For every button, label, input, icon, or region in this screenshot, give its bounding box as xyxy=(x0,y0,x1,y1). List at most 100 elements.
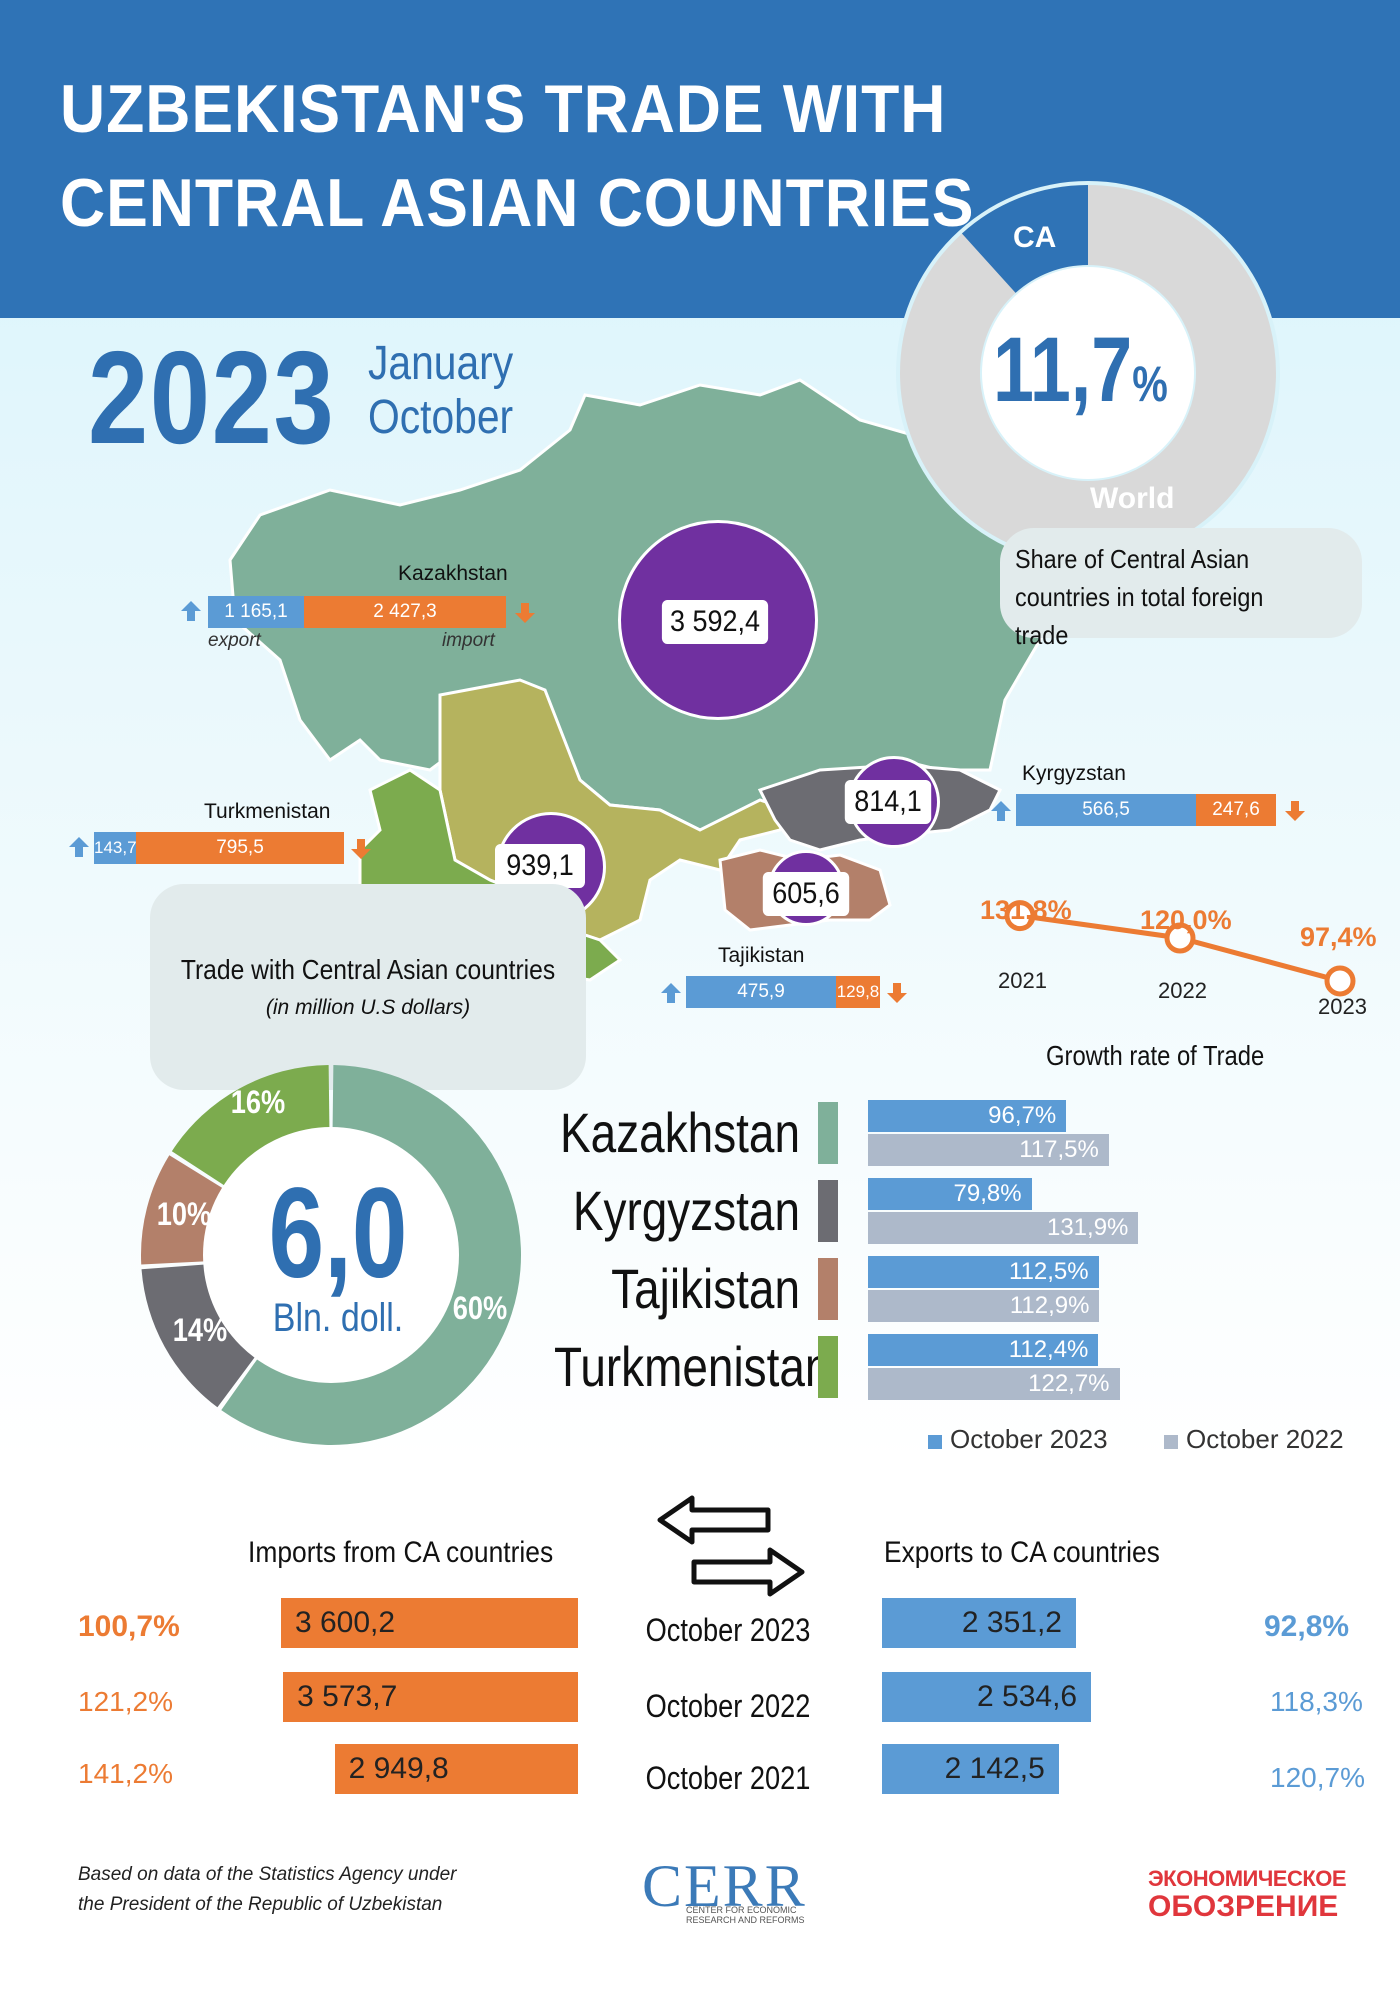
period-label-2022: October 2022 xyxy=(645,1688,811,1724)
exports-growth-2021: 120,7% xyxy=(1270,1762,1365,1793)
donut-label-kyrgyzstan: 14% xyxy=(172,1312,228,1348)
imports-growth-2021: 141,2% xyxy=(78,1758,173,1789)
growth-bar-tajikistan-2022: 112,9% xyxy=(868,1290,1100,1322)
growth-bar-turkmenistan-2022: 122,7% xyxy=(868,1368,1120,1400)
tj-country-label: Tajikistan xyxy=(718,944,805,967)
share-donut xyxy=(896,181,1280,565)
legend-swatch-2023 xyxy=(928,1435,942,1449)
kz-total-label: 3 592,4 xyxy=(661,600,769,644)
tm-country-label: Turkmenistan xyxy=(204,800,331,823)
growth-swatch-kyrgyzstan xyxy=(818,1180,838,1242)
exchange-arrows-icon xyxy=(657,1495,805,1597)
structure-donut-center xyxy=(203,1127,459,1383)
kg-country-label: Kyrgyzstan xyxy=(1022,762,1126,785)
kg-import-bar: 247,6 xyxy=(1196,794,1276,826)
growth-cat-kazakhstan: Kazakhstan xyxy=(560,1101,800,1164)
review-logo-line2: ОБОЗРЕНИЕ xyxy=(1148,1890,1339,1923)
imports-title: Imports from CA countries xyxy=(248,1536,554,1569)
exports-growth-2022: 118,3% xyxy=(1270,1686,1363,1717)
growth-bar-kazakhstan-2022: 117,5% xyxy=(868,1134,1109,1166)
cerr-logo-sub1: CENTER FOR ECONOMIC xyxy=(686,1905,797,1915)
period-label-2023: October 2023 xyxy=(645,1612,811,1648)
tj-import-bar: 129,8 xyxy=(836,976,880,1008)
period-start: January xyxy=(368,337,514,390)
kg-export-bar: 566,5 xyxy=(1016,794,1196,826)
trend-label-2021: 131,8% xyxy=(980,895,1072,925)
legend-label-2022: October 2022 xyxy=(1186,1424,1344,1454)
donut-label-kazakhstan: 60% xyxy=(452,1290,508,1326)
growth-cat-tajikistan: Tajikistan xyxy=(611,1257,800,1320)
growth-bar-tajikistan-2023: 112,5% xyxy=(868,1256,1099,1288)
year-label: 2023 xyxy=(88,324,336,471)
tj-total-label: 605,6 xyxy=(762,872,850,916)
growth-swatch-turkmenistan xyxy=(818,1336,838,1398)
cerr-logo-sub2: RESEARCH AND REFORMS xyxy=(686,1915,805,1925)
map-callout-subtitle: (in million U.S dollars) xyxy=(265,996,471,1019)
kz-import-arrow-icon xyxy=(515,603,535,623)
source-note-line2: the President of the Republic of Uzbekis… xyxy=(78,1894,443,1915)
donut-label-turkmenistan: 16% xyxy=(230,1084,286,1120)
trend-line-chart xyxy=(1004,900,1356,997)
imports-bar-2021: 2 949,8 xyxy=(334,1744,578,1794)
kz-export-arrow-icon xyxy=(181,601,201,621)
period-label-2021: October 2021 xyxy=(645,1760,811,1796)
tm-import-arrow-icon xyxy=(351,839,371,859)
tm-import-bar: 795,5 xyxy=(136,832,344,864)
review-logo-line1: ЭКОНОМИЧЕСКОЕ xyxy=(1148,1866,1347,1891)
share-ca-label: CA xyxy=(1013,221,1057,254)
imports-growth-2023: 100,7% xyxy=(78,1610,180,1643)
trend-point-2021 xyxy=(1004,900,1036,932)
share-ca-segment xyxy=(961,185,1088,293)
exports-title: Exports to CA countries xyxy=(884,1536,1160,1569)
trend-point-2022 xyxy=(1164,922,1196,954)
exports-bar-2022: 2 534,6 xyxy=(882,1672,1092,1722)
map-callout-title: Trade with Central Asian countries xyxy=(180,954,556,985)
tj-import-arrow-icon xyxy=(887,983,907,1003)
tj-export-arrow-icon xyxy=(661,983,681,1003)
kz-export-label: export xyxy=(208,630,261,651)
growth-cat-turkmenistan: Turkmenistan xyxy=(554,1335,831,1398)
growth-bar-kyrgyzstan-2022: 131,9% xyxy=(868,1212,1139,1244)
imports-bar-2022: 3 573,7 xyxy=(283,1672,578,1722)
growth-bar-kyrgyzstan-2023: 79,8% xyxy=(868,1178,1032,1210)
share-value: 11,7% xyxy=(993,319,1168,421)
growth-cat-kyrgyzstan: Kyrgyzstan xyxy=(572,1179,800,1242)
exports-bar-2023: 2 351,2 xyxy=(882,1598,1076,1648)
exports-bar-2021: 2 142,5 xyxy=(882,1744,1059,1794)
donut-center-unit: Bln. doll. xyxy=(272,1296,404,1340)
trend-label-2022: 120,0% xyxy=(1140,905,1232,935)
trend-x-2022: 2022 xyxy=(1158,978,1207,1003)
share-caption: Share of Central Asian countries in tota… xyxy=(1015,544,1264,650)
tm-export-bar: 143,7 xyxy=(94,832,137,864)
imports-growth-2022: 121,2% xyxy=(78,1686,173,1717)
growth-swatch-tajikistan xyxy=(818,1258,838,1320)
tm-total-label: 939,1 xyxy=(495,844,585,888)
structure-donut xyxy=(141,1065,521,1445)
donut-center-value: 6,0 xyxy=(268,1162,408,1305)
imports-bar-2023: 3 600,2 xyxy=(280,1598,578,1648)
legend-label-2023: October 2023 xyxy=(950,1424,1108,1454)
share-world-label: World xyxy=(1090,482,1175,515)
trend-x-2021: 2021 xyxy=(998,968,1047,993)
growth-chart-title: Growth rate of Trade xyxy=(1046,1040,1265,1071)
share-donut-center xyxy=(982,267,1194,479)
growth-bar-turkmenistan-2023: 112,4% xyxy=(868,1334,1099,1366)
source-note-line1: Based on data of the Statistics Agency u… xyxy=(78,1864,457,1885)
exports-growth-2023: 92,8% xyxy=(1264,1610,1350,1643)
kz-export-bar: 1 165,1 xyxy=(208,596,304,628)
kz-import-bar: 2 427,3 xyxy=(304,596,506,628)
kg-export-arrow-icon xyxy=(991,801,1011,821)
kg-import-arrow-icon xyxy=(1285,801,1305,821)
share-caption-box xyxy=(1000,528,1362,638)
growth-bar-kazakhstan-2023: 96,7% xyxy=(868,1100,1067,1132)
tj-export-bar: 475,9 xyxy=(686,976,836,1008)
trend-point-2023 xyxy=(1324,965,1356,997)
kg-total-label: 814,1 xyxy=(844,780,932,824)
growth-swatch-kazakhstan xyxy=(818,1102,838,1164)
kz-country-label: Kazakhstan xyxy=(398,562,508,585)
legend-swatch-2022 xyxy=(1164,1435,1178,1449)
donut-label-tajikistan: 10% xyxy=(156,1196,212,1232)
trend-x-2023: 2023 xyxy=(1318,994,1367,1019)
map-callout-box xyxy=(150,884,586,1090)
cerr-logo: CERR xyxy=(642,1853,807,1919)
